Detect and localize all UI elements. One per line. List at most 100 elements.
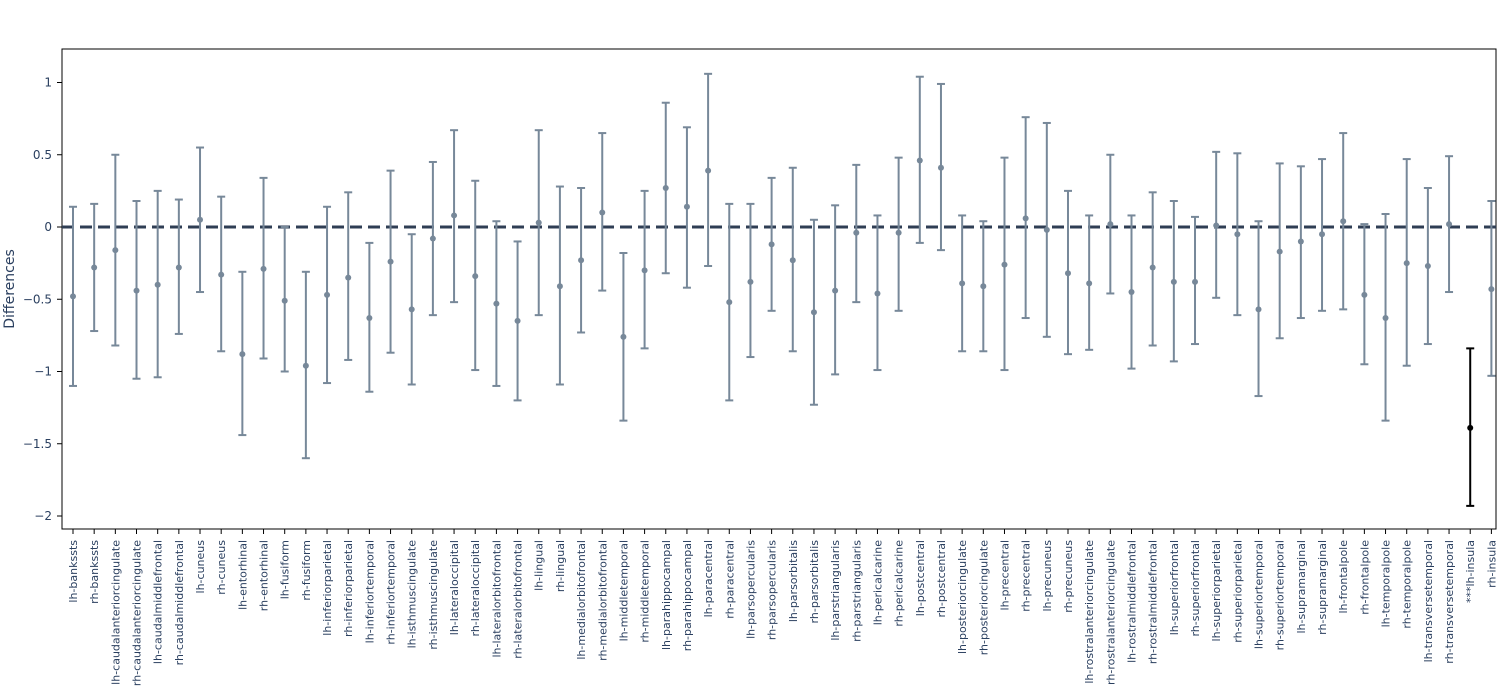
data-point: [472, 273, 479, 280]
x-tick-label: rh-supramarginal: [1316, 540, 1329, 635]
x-tick-label: rh-inferiortemporal: [385, 540, 398, 645]
data-point: [1064, 270, 1071, 277]
x-tick-label: rh-caudalanteriorcingulate: [131, 540, 144, 686]
data-point: [662, 184, 669, 191]
data-point: [112, 247, 119, 254]
data-point: [768, 241, 775, 248]
data-point: [1043, 226, 1050, 233]
x-tick-label: lh-frontalpole: [1337, 540, 1350, 614]
data-point: [683, 203, 690, 210]
x-tick-label: rh-cuneus: [215, 540, 228, 595]
data-point: [302, 362, 309, 369]
data-point: [1340, 218, 1347, 225]
x-tick-label: rh-middletemporal: [639, 540, 652, 643]
data-point: [937, 164, 944, 171]
y-tick-label: −0.5: [23, 292, 52, 306]
x-tick-label: lh-isthmuscingulate: [406, 540, 419, 649]
x-tick-label: rh-parsopercularis: [766, 540, 779, 640]
x-tick-label: rh-temporalpole: [1401, 540, 1414, 629]
x-tick-label: rh-medialorbitofrontal: [596, 540, 609, 661]
data-point: [1467, 424, 1474, 431]
data-point: [747, 278, 754, 285]
x-tick-label: rh-transversetemporal: [1443, 540, 1456, 664]
y-axis: 1 0.5 0 −0.5 −1 −1.5 −2: [23, 76, 62, 523]
x-tick-label: lh-superiortemporal: [1253, 540, 1266, 649]
x-tick-label: rh-fusiform: [300, 540, 313, 601]
x-tick-label: rh-pericalcarine: [893, 540, 906, 627]
x-tick-label: rh-paracentral: [723, 540, 736, 619]
x-tick-label: rh-lateralorbitofrontal: [512, 540, 525, 659]
x-tick-label: rh-rostralanteriorcingulate: [1104, 540, 1117, 685]
x-tick-label: rh-precuneus: [1062, 540, 1075, 613]
data-point: [832, 287, 839, 294]
x-tick-label: lh-parahippocampal: [660, 540, 673, 650]
data-point: [1255, 306, 1262, 313]
data-point: [916, 157, 923, 164]
data-point: [1319, 231, 1326, 238]
x-tick-label: rh-parstriangularis: [850, 540, 863, 642]
x-tick-label: lh-temporalpole: [1380, 540, 1393, 628]
data-point: [1382, 315, 1389, 322]
y-tick-label: 0.5: [33, 148, 52, 162]
data-point: [281, 297, 288, 304]
x-tick-label: lh-fusiform: [279, 540, 292, 599]
data-point: [1297, 238, 1304, 245]
x-tick-label: lh-lateraloccipital: [448, 540, 461, 635]
data-point: [1128, 289, 1135, 296]
data-point: [1234, 231, 1241, 238]
x-axis: lh-bankssts rh-bankssts lh-caudalanteriorc…: [67, 529, 1498, 686]
x-tick-label: lh-medialorbitofrontal: [575, 540, 588, 660]
x-tick-label: lh-rostralmiddlefrontal: [1126, 540, 1139, 663]
data-point: [451, 212, 458, 219]
x-tick-label: rh-frontalpole: [1358, 540, 1371, 615]
x-tick-label: lh-caudalanteriorcingulate: [109, 540, 122, 685]
y-tick-label: −1: [34, 365, 52, 379]
x-tick-label: ***lh-insula: [1464, 540, 1477, 603]
x-tick-label: lh-superiorparietal: [1210, 540, 1223, 641]
data-point: [175, 264, 182, 271]
data-point: [641, 267, 648, 274]
x-tick-label: lh-inferiortemporal: [363, 540, 376, 643]
data-point: [556, 283, 563, 290]
x-tick-label: lh-lateralorbitofrontal: [490, 540, 503, 658]
data-point: [1192, 278, 1199, 285]
data-point: [980, 283, 987, 290]
x-tick-label: rh-isthmuscingulate: [427, 540, 440, 650]
data-point: [70, 293, 76, 300]
x-tick-label: lh-lingual: [533, 540, 546, 591]
x-tick-label: lh-postcentral: [914, 540, 927, 616]
x-tick-label: lh-precentral: [998, 540, 1011, 610]
x-tick-label: lh-bankssts: [67, 540, 80, 603]
data-point: [1213, 222, 1220, 229]
data-point: [1276, 248, 1283, 255]
x-tick-label: rh-rostralmiddlefrontal: [1147, 540, 1160, 664]
y-tick-label: −2: [34, 509, 52, 523]
data-point: [366, 315, 373, 322]
data-point: [599, 209, 606, 216]
x-tick-label: rh-posteriorcingulate: [977, 540, 990, 656]
x-tick-label: lh-supramarginal: [1295, 540, 1308, 634]
x-tick-label: rh-insula: [1485, 540, 1498, 588]
data-point: [874, 290, 881, 297]
x-tick-label: lh-inferiorparietal: [321, 540, 334, 636]
x-tick-label: lh-rostralanteriorcingulate: [1083, 540, 1096, 684]
data-point: [260, 265, 267, 272]
data-point: [810, 309, 817, 316]
plot-area: [61, 48, 1497, 530]
data-point: [1107, 221, 1114, 228]
y-tick-label: 1: [44, 76, 52, 90]
data-point: [1086, 280, 1093, 287]
data-point: [408, 306, 415, 313]
data-point: [1149, 264, 1156, 271]
data-point: [1488, 286, 1495, 293]
data-point: [1446, 221, 1453, 228]
x-tick-label: lh-paracentral: [702, 540, 715, 617]
x-tick-label: lh-cuneus: [194, 540, 207, 594]
x-tick-label: rh-superiorfrontal: [1189, 540, 1202, 637]
data-point: [514, 317, 521, 324]
y-tick-label: −1.5: [23, 437, 52, 451]
data-point: [218, 271, 225, 278]
data-point: [429, 235, 436, 242]
x-tick-label: lh-entorhinal: [236, 540, 249, 610]
data-point: [853, 229, 860, 236]
